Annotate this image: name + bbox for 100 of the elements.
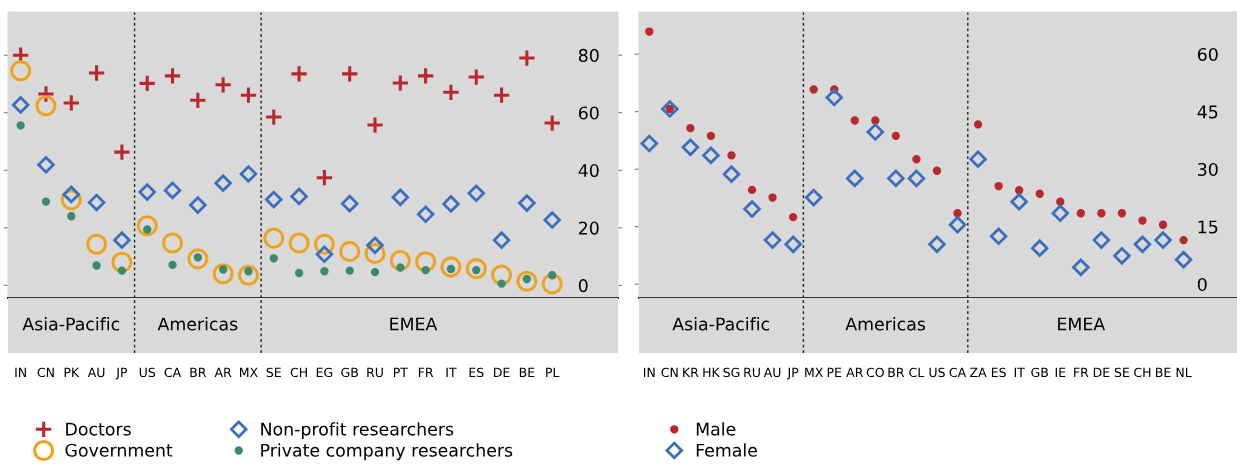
x-tick-label: IT xyxy=(1014,367,1025,377)
point xyxy=(768,193,777,202)
point xyxy=(1179,235,1188,245)
y-tick-label: 40 xyxy=(578,163,599,178)
y-tick-label: 30 xyxy=(1198,162,1218,177)
y-tick-label: 60 xyxy=(578,106,599,120)
x-tick-label: CH xyxy=(1134,367,1151,378)
x-tick-label: BE xyxy=(1156,367,1171,377)
point xyxy=(263,227,285,249)
point xyxy=(315,245,334,264)
point xyxy=(239,85,258,105)
point xyxy=(214,174,232,192)
text: Asia-Pacific xyxy=(22,317,120,331)
point xyxy=(10,60,32,82)
point xyxy=(1097,209,1106,218)
point xyxy=(163,66,182,86)
point xyxy=(1076,209,1085,218)
point xyxy=(441,83,461,102)
point xyxy=(846,169,864,188)
legend-label: Non-profit researchers xyxy=(261,422,454,440)
point xyxy=(994,181,1003,191)
x-tick-label: DE xyxy=(494,367,510,377)
point xyxy=(1035,189,1044,198)
x-tick-label: EG xyxy=(316,367,333,378)
point xyxy=(11,96,30,114)
point xyxy=(543,211,561,229)
x-tick-label: US xyxy=(929,367,945,378)
point xyxy=(912,155,921,164)
point xyxy=(887,169,905,188)
point xyxy=(265,190,283,209)
point xyxy=(62,93,81,113)
point xyxy=(213,75,233,94)
point xyxy=(661,100,679,118)
point xyxy=(850,116,859,125)
point xyxy=(722,165,741,183)
x-tick-label: IN xyxy=(643,367,655,377)
point xyxy=(543,113,562,133)
y-tick-label: 80 xyxy=(578,48,599,62)
y-tick-label: 60 xyxy=(1197,47,1218,62)
x-tick-label: PK xyxy=(64,367,80,377)
x-tick-label: CL xyxy=(909,367,925,378)
point xyxy=(1010,193,1028,211)
x-tick-label: IN xyxy=(15,367,26,377)
point xyxy=(763,231,782,249)
point xyxy=(111,251,133,273)
point xyxy=(702,146,720,165)
legend-label: Doctors xyxy=(66,422,131,436)
point xyxy=(891,131,901,140)
point xyxy=(809,85,818,94)
x-tick-label: PT xyxy=(393,367,408,377)
point xyxy=(640,134,659,153)
point xyxy=(87,63,106,83)
point xyxy=(1133,235,1152,254)
x-tick-label: CH xyxy=(290,367,307,378)
x-tick-label: MX xyxy=(240,367,258,377)
point xyxy=(491,264,513,286)
x-tick-label: ES xyxy=(469,367,484,378)
point xyxy=(1092,231,1111,249)
point xyxy=(681,138,700,157)
point xyxy=(804,188,823,207)
x-tick-label: CN xyxy=(37,367,54,378)
point xyxy=(1072,258,1090,277)
point xyxy=(727,151,736,160)
x-tick-label: GB xyxy=(341,367,358,378)
x-tick-label: BR xyxy=(888,367,905,377)
point xyxy=(117,266,127,275)
x-tick-label: AU xyxy=(763,367,781,378)
point xyxy=(163,181,182,200)
point xyxy=(239,165,258,183)
point xyxy=(747,185,757,195)
point xyxy=(35,95,57,117)
legend-label: Male xyxy=(696,422,736,436)
x-tick-label: ZA xyxy=(970,367,987,377)
point xyxy=(187,248,209,270)
text: Americas xyxy=(845,317,926,331)
point xyxy=(189,196,207,214)
point xyxy=(907,169,926,188)
point xyxy=(492,231,511,249)
point xyxy=(948,216,967,234)
point xyxy=(928,235,946,254)
point xyxy=(86,233,108,255)
point xyxy=(294,268,304,278)
point xyxy=(743,200,761,218)
y-tick-label: 0 xyxy=(578,279,588,293)
x-tick-label: AU xyxy=(87,367,105,378)
x-tick-label: RU xyxy=(367,367,383,378)
point xyxy=(168,260,177,270)
point xyxy=(467,67,486,87)
x-tick-label: CO xyxy=(866,367,884,378)
x-tick-label: NL xyxy=(1176,367,1192,377)
text: EMEA xyxy=(1058,317,1106,331)
point xyxy=(365,115,385,135)
x-tick-label: PL xyxy=(546,367,560,377)
x-tick-label: RU xyxy=(744,367,760,378)
x-tick-label: CA xyxy=(949,367,967,378)
x-tick-label: SE xyxy=(1114,367,1130,378)
point xyxy=(313,233,335,255)
point xyxy=(1051,204,1070,223)
point xyxy=(264,107,283,127)
point xyxy=(37,156,55,174)
